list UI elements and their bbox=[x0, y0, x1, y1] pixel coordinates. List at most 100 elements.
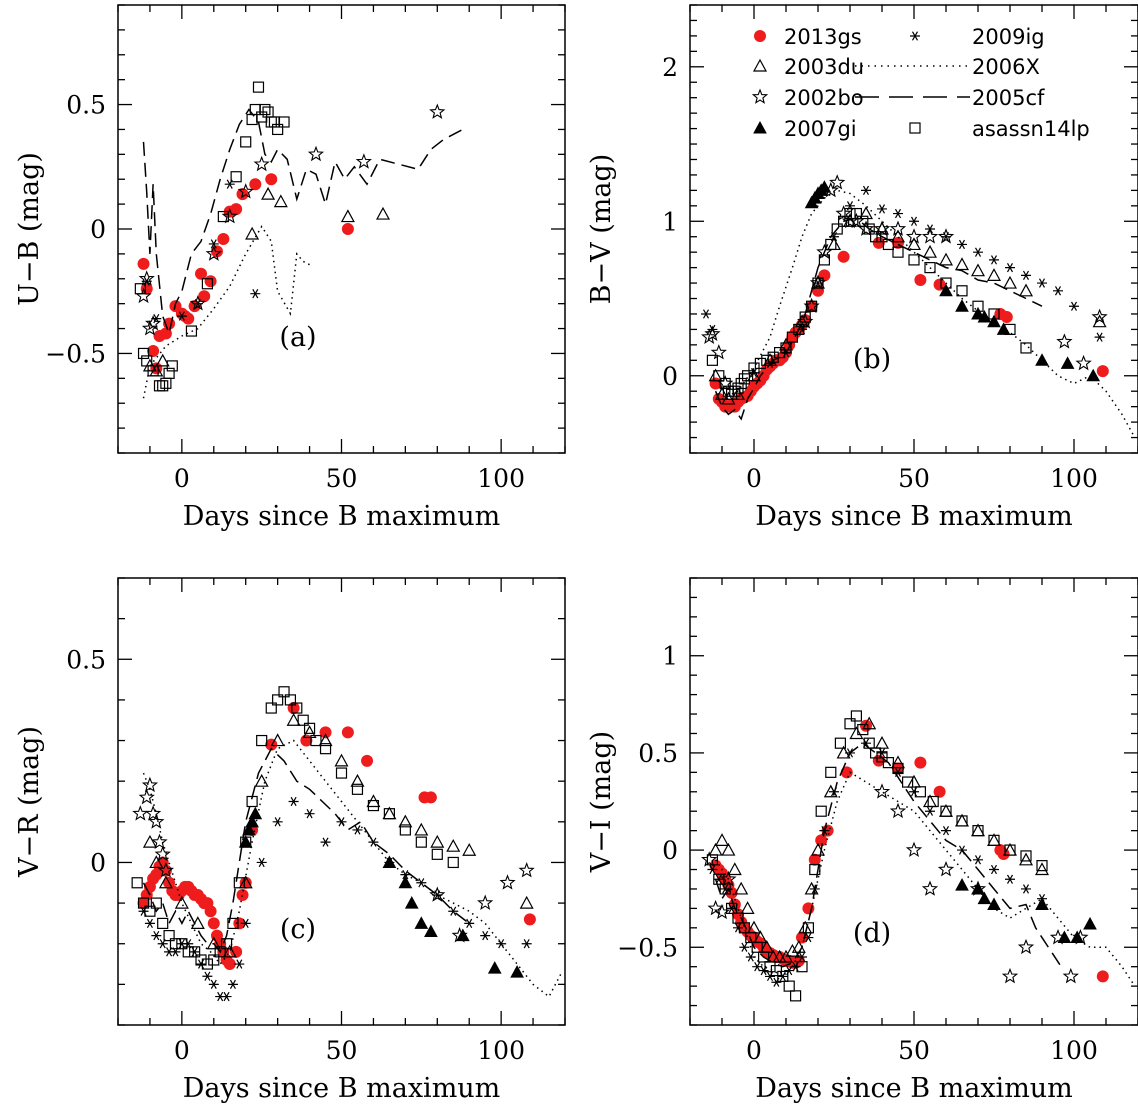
series-line-2006X bbox=[714, 771, 1136, 987]
data-point-2003du bbox=[155, 353, 170, 367]
data-point-asassn14lp bbox=[972, 300, 984, 312]
data-point-2009ig bbox=[973, 247, 983, 257]
legend-item-2005cf: 2005cf bbox=[855, 86, 1045, 110]
data-point-2003du bbox=[398, 814, 413, 828]
series-line-2005cf bbox=[714, 217, 1043, 421]
panel-label: (d) bbox=[853, 918, 891, 949]
data-point-2003du bbox=[245, 226, 260, 240]
data-point-2002bo bbox=[1075, 354, 1092, 371]
data-point-2002bo bbox=[429, 886, 446, 902]
data-point-2003du bbox=[430, 834, 445, 848]
data-point-2007gi bbox=[1086, 368, 1101, 382]
data-point-2013gs bbox=[233, 917, 246, 930]
data-point-2009ig bbox=[496, 939, 507, 949]
data-point-2009ig bbox=[701, 309, 711, 319]
data-point-2009ig bbox=[752, 962, 763, 972]
data-point-2007gi bbox=[248, 806, 263, 820]
data-point-2003du bbox=[158, 875, 173, 889]
data-point-2007gi bbox=[955, 299, 969, 312]
plot-frame bbox=[117, 4, 566, 454]
data-point-2013gs bbox=[236, 888, 249, 901]
data-point-2003du bbox=[778, 337, 794, 351]
data-point-asassn14lp bbox=[793, 323, 805, 336]
data-point-2003du bbox=[862, 716, 877, 730]
data-point-asassn14lp bbox=[956, 285, 968, 297]
data-point-2013gs bbox=[933, 785, 946, 798]
data-point-asassn14lp bbox=[732, 912, 744, 924]
legend-label-2009ig: 2009ig bbox=[972, 25, 1045, 49]
data-point-asassn14lp bbox=[447, 856, 459, 869]
data-point-asassn14lp bbox=[764, 961, 776, 973]
data-point-asassn14lp bbox=[940, 805, 952, 817]
data-point-2007gi bbox=[987, 314, 1001, 328]
data-point-asassn14lp bbox=[956, 815, 968, 827]
legend-marker-2007gi bbox=[753, 120, 767, 134]
data-point-asassn14lp bbox=[137, 897, 150, 909]
data-point-asassn14lp bbox=[850, 710, 863, 722]
data-point-asassn14lp bbox=[844, 718, 856, 730]
data-point-2009ig bbox=[707, 324, 718, 335]
data-point-2013gs bbox=[808, 853, 821, 866]
data-point-2003du bbox=[340, 209, 355, 223]
data-point-2007gi bbox=[1035, 353, 1049, 366]
data-point-asassn14lp bbox=[246, 795, 258, 808]
data-point-2003du bbox=[938, 803, 954, 817]
data-point-asassn14lp bbox=[1020, 850, 1032, 862]
data-point-2009ig bbox=[151, 313, 162, 324]
data-point-asassn14lp bbox=[761, 354, 773, 366]
data-point-2002bo bbox=[921, 880, 939, 896]
panel-2: 0 50 100 0 1 2 Days since B maximum B−V (mag) (b… bbox=[586, 4, 1138, 532]
data-point-2002bo bbox=[905, 841, 923, 858]
data-point-2002bo bbox=[141, 776, 159, 793]
data-point-asassn14lp bbox=[751, 941, 763, 953]
data-point-2013gs bbox=[837, 250, 850, 263]
data-point-asassn14lp bbox=[729, 385, 741, 397]
data-point-2003du bbox=[906, 774, 922, 788]
data-point-asassn14lp bbox=[278, 686, 290, 698]
data-point-asassn14lp bbox=[431, 848, 443, 860]
y-tick-label: 2 bbox=[662, 53, 678, 82]
x-axis-label: Days since B maximum bbox=[755, 1073, 1073, 1104]
data-area bbox=[131, 686, 563, 1002]
data-point-2002bo bbox=[889, 802, 907, 819]
data-point-asassn14lp bbox=[1004, 323, 1016, 336]
data-point-2007gi bbox=[1083, 916, 1097, 930]
data-point-2003du bbox=[1002, 275, 1018, 289]
data-point-asassn14lp bbox=[163, 929, 175, 942]
data-point-asassn14lp bbox=[310, 734, 322, 747]
data-point-2013gs bbox=[204, 275, 217, 288]
data-point-2013gs bbox=[182, 312, 195, 325]
data-point-asassn14lp bbox=[383, 808, 395, 820]
data-point-asassn14lp bbox=[195, 954, 207, 966]
data-point-2009ig bbox=[234, 959, 245, 969]
data-point-2007gi bbox=[977, 891, 992, 905]
data-point-2007gi bbox=[971, 881, 985, 895]
data-point-2003du bbox=[462, 843, 477, 856]
data-point-asassn14lp bbox=[272, 123, 284, 136]
data-point-asassn14lp bbox=[988, 308, 1000, 320]
data-point-2003du bbox=[1034, 862, 1050, 876]
series-2002bo bbox=[701, 174, 1108, 391]
data-point-2003du bbox=[1092, 314, 1107, 328]
data-point-asassn14lp bbox=[278, 116, 290, 128]
data-point-asassn14lp bbox=[745, 931, 757, 944]
data-point-asassn14lp bbox=[227, 917, 239, 930]
data-point-asassn14lp bbox=[265, 702, 277, 714]
data-point-2009ig bbox=[480, 930, 491, 941]
data-point-2009ig bbox=[941, 232, 951, 242]
data-point-asassn14lp bbox=[882, 757, 895, 769]
legend-marker-2009ig bbox=[910, 31, 920, 41]
panel-3: 0 50 100 0 0.5 Days since B maximum V−R (mag) (… bbox=[14, 577, 566, 1104]
y-tick-label: 0.5 bbox=[66, 645, 106, 674]
data-point-2009ig bbox=[957, 239, 967, 250]
data-point-asassn14lp bbox=[738, 373, 751, 385]
data-point-2003du bbox=[1018, 852, 1034, 866]
data-point-2002bo bbox=[1062, 967, 1079, 984]
data-point-2013gs bbox=[147, 344, 160, 357]
data-point-asassn14lp bbox=[169, 938, 182, 950]
x-axis-label: Days since B maximum bbox=[755, 501, 1073, 532]
y-tick-label: 0 bbox=[90, 848, 106, 877]
legend-item-2009ig: 2009ig bbox=[910, 25, 1045, 49]
x-tick-label: 50 bbox=[898, 464, 930, 493]
data-point-asassn14lp bbox=[741, 370, 754, 382]
